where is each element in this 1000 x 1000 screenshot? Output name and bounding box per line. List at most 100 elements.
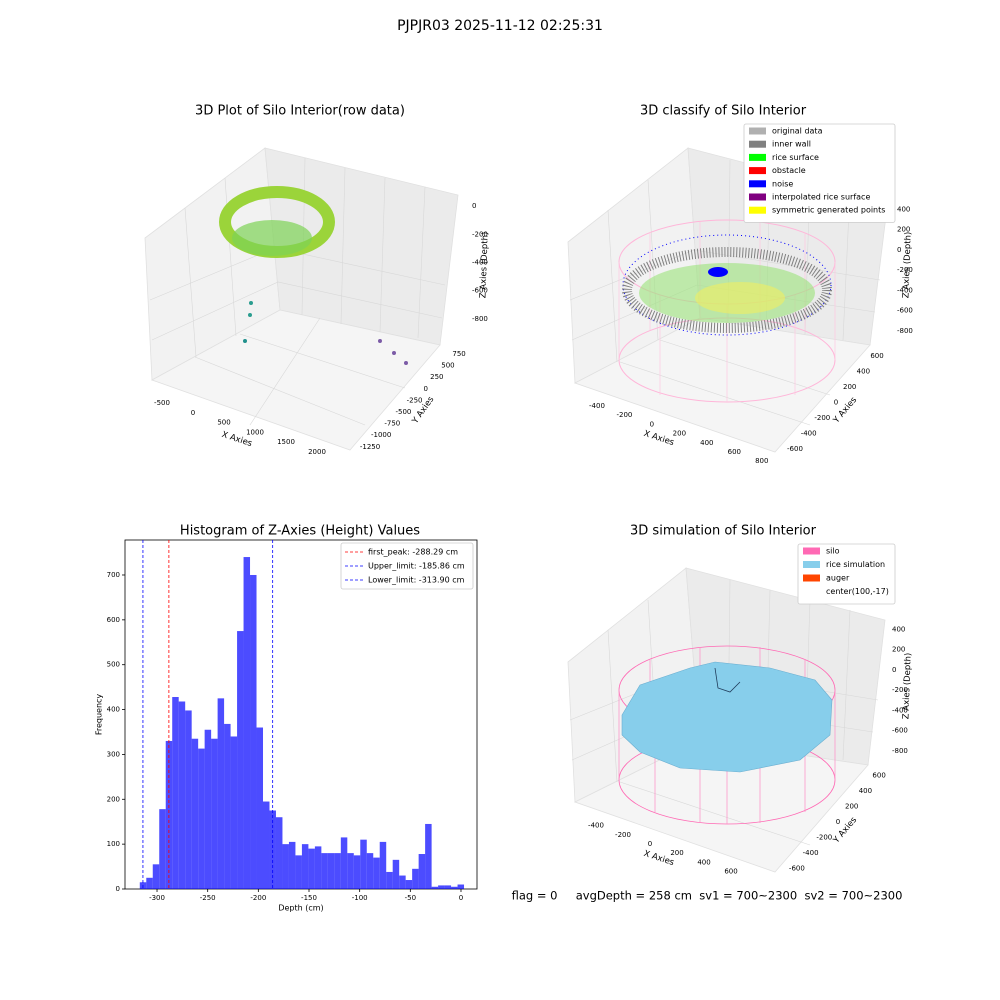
y-tick-label: 500 (441, 362, 454, 370)
z-tick-label: -800 (897, 327, 913, 335)
bar (405, 880, 413, 889)
z-tick-label: -200 (472, 230, 488, 238)
legend-swatch (749, 140, 766, 148)
z-tick-label: 0 (472, 202, 476, 210)
rice-simulation (621, 661, 833, 773)
y-tick-label: -200 (814, 414, 830, 422)
y-tick-label: 400 (859, 787, 872, 795)
legend-label: silo (826, 547, 840, 556)
legend-box (797, 543, 896, 605)
legend-box (743, 123, 896, 223)
y-tick-label: -400 (801, 429, 817, 437)
bar (269, 810, 276, 889)
y-tick-label: -500 (395, 408, 411, 416)
bar (211, 738, 218, 889)
x-tick-label: 0 (459, 894, 463, 902)
legend-swatch (749, 206, 766, 214)
legend-swatch (749, 193, 766, 201)
x-tick-label: 1000 (246, 428, 264, 436)
y-tick-label: 200 (845, 803, 858, 811)
chart-title: Histogram of Z-Axies (Height) Values (180, 524, 420, 539)
z-tick-label: -200 (897, 266, 913, 274)
x-tick-label: -300 (149, 894, 165, 902)
z-tick-label: -800 (892, 747, 908, 755)
legend-swatch (749, 180, 766, 188)
bar (386, 871, 393, 889)
y-tick-label: 0 (836, 818, 840, 826)
z-tick-label: 400 (892, 625, 905, 633)
pane (151, 309, 441, 451)
z-tick-label: -600 (892, 727, 908, 735)
chart-title: 3D classify of Silo Interior (640, 104, 807, 119)
y-tick-label: 600 (107, 616, 120, 624)
y-tick-label: 700 (107, 571, 120, 579)
bar (224, 723, 231, 889)
bar (425, 823, 432, 889)
bar (418, 854, 426, 889)
y-tick-label: 400 (107, 706, 120, 714)
noise-ring (622, 234, 832, 336)
z-tick-label: 200 (892, 646, 905, 654)
bar (230, 736, 238, 889)
z-tick-label: -800 (472, 315, 488, 323)
x-tick-label: 400 (697, 858, 710, 866)
z-axis-label: Z Axies (Depth) (901, 653, 913, 720)
noise (708, 267, 728, 277)
z-tick-label: -400 (892, 706, 908, 714)
y-tick-label: -600 (789, 865, 805, 873)
bar (159, 809, 166, 889)
point-cloud (219, 186, 408, 365)
axes-3d-box (144, 147, 459, 451)
bar (399, 875, 406, 889)
bar (347, 853, 354, 889)
bar (295, 855, 302, 889)
z-tick-label: 0 (892, 666, 896, 674)
legend-label: first_peak: -288.29 cm (368, 548, 458, 557)
bar (250, 574, 257, 889)
y-tick-label: -1000 (371, 431, 391, 439)
bar (152, 864, 160, 889)
bar (360, 839, 367, 889)
x-tick-label: 600 (728, 448, 741, 456)
point (392, 351, 396, 355)
y-tick-label: 100 (107, 840, 120, 848)
z-tick-label: -400 (472, 258, 488, 266)
x-tick-label: -200 (615, 831, 631, 839)
bar (275, 817, 283, 889)
symmetric (695, 282, 785, 314)
bar (178, 701, 186, 889)
z-tick-label: -600 (472, 287, 488, 295)
bar (282, 844, 289, 889)
y-tick-label: 600 (870, 352, 883, 360)
cloud (232, 220, 312, 256)
legend-box (340, 542, 474, 590)
silo-simulation (618, 645, 836, 825)
x-tick-label: -150 (301, 894, 317, 902)
z-tick-label: 0 (897, 246, 901, 254)
y-axis-label: Frequency (95, 694, 104, 736)
y-tick-label: 750 (452, 350, 465, 358)
pane (573, 739, 869, 873)
x-tick-label: -200 (250, 894, 266, 902)
point (243, 339, 247, 343)
legend-swatch (803, 574, 820, 582)
legend-label: interpolated rice surface (772, 193, 870, 202)
z-tick-label: -400 (897, 286, 913, 294)
bar (256, 727, 264, 889)
bar (191, 738, 199, 889)
pane (573, 317, 871, 453)
x-tick-label: 2000 (308, 448, 326, 456)
legend-swatch (803, 547, 820, 555)
point (404, 361, 408, 365)
bar (379, 841, 387, 889)
legend-label: Upper_limit: -185.86 cm (368, 562, 465, 571)
legend-label: noise (772, 179, 793, 188)
legend-swatch (749, 153, 766, 161)
point (378, 339, 382, 343)
x-axis-label: Depth (cm) (278, 904, 323, 913)
bar (172, 697, 179, 889)
y-tick-label: 200 (843, 383, 856, 391)
legend: original data inner wall rice surface obsta… (743, 123, 896, 223)
x-tick-label: -250 (200, 894, 216, 902)
